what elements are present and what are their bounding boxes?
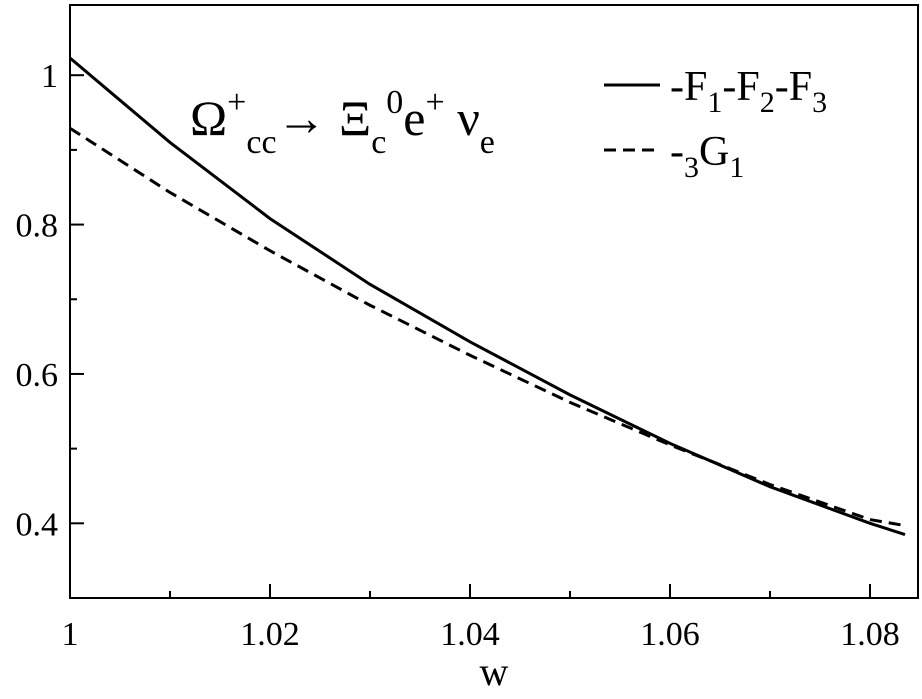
annotation-part: +	[227, 84, 246, 121]
x-tick-label: 1.04	[440, 616, 500, 653]
annotation-part: c	[371, 124, 386, 161]
annotation-part: Ω	[190, 90, 227, 146]
x-axis-label: w	[480, 649, 509, 694]
x-tick-label: 1	[62, 616, 79, 653]
annotation-part: 0	[386, 84, 403, 121]
y-tick-label: 0.8	[16, 208, 59, 245]
legend-label: -3G1	[670, 129, 744, 184]
y-tick-label: 1	[41, 58, 58, 95]
annotation: Ω+cc→ Ξc0e+ νe	[190, 84, 495, 161]
annotation-part: +	[426, 84, 445, 121]
annotation-part: → Ξ	[277, 90, 372, 146]
series-line	[69, 56, 906, 536]
plot-frame	[69, 4, 919, 599]
x-tick-label: 1.06	[640, 616, 700, 653]
annotation-part: e	[480, 124, 495, 161]
y-tick-label: 0.6	[16, 357, 59, 394]
annotation-part: ν	[445, 90, 480, 146]
series-line	[69, 126, 906, 528]
legend-label: -F1-F2-F3	[670, 64, 827, 119]
x-tick-label: 1.08	[840, 616, 900, 653]
annotation-part: cc	[246, 124, 276, 161]
x-tick-label: 1.02	[240, 616, 300, 653]
annotation-part: e	[403, 90, 425, 146]
y-tick-label: 0.4	[16, 506, 59, 543]
